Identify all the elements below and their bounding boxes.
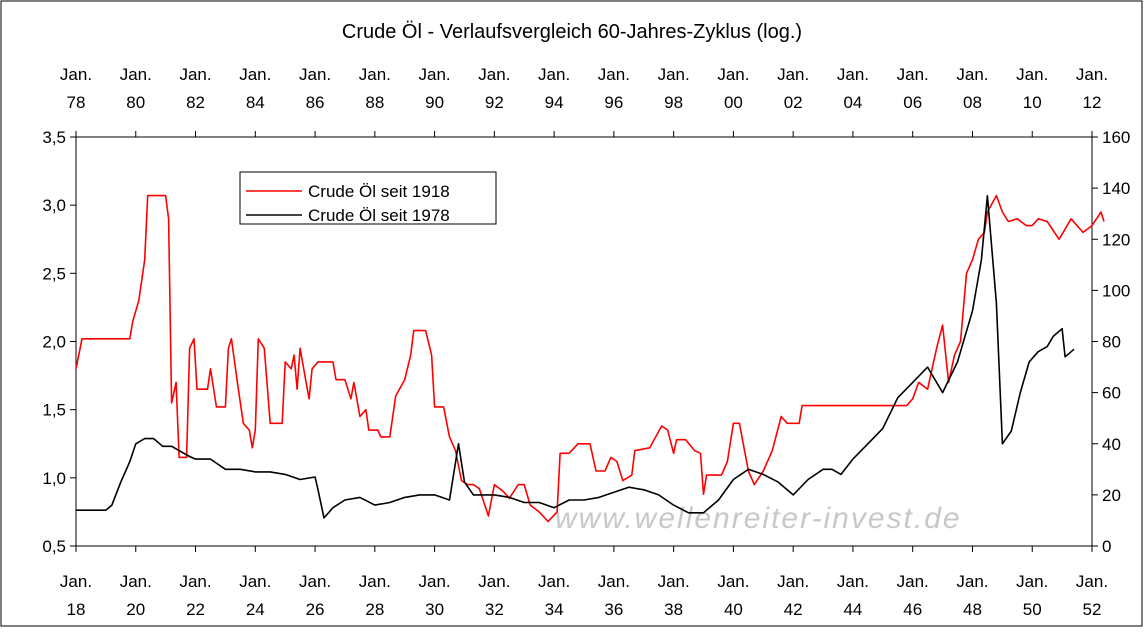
y2-tick-label: 40: [1102, 435, 1121, 454]
y2-tick-label: 0: [1102, 537, 1111, 556]
x-tick-label: Jan. 48: [956, 572, 988, 619]
x-tick-label: Jan. 28: [359, 572, 391, 619]
x2-tick-label: Jan. 92: [478, 65, 510, 112]
x2-tick-label: Jan. 96: [598, 65, 630, 112]
x-tick-label: Jan. 42: [777, 572, 809, 619]
x-tick-label: Jan. 30: [419, 572, 451, 619]
x-tick-label: Jan. 18: [60, 572, 92, 619]
x-tick-label: Jan. 44: [837, 572, 869, 619]
y2-tick-label: 60: [1102, 384, 1121, 403]
y-tick-label: 2,5: [42, 264, 66, 283]
series-line: [75, 194, 1105, 523]
x2-tick-label: Jan. 02: [777, 65, 809, 112]
x-tick-label: Jan. 20: [120, 572, 152, 619]
x2-tick-label: Jan. 00: [717, 65, 749, 112]
x2-tick-label: Jan. 12: [1076, 65, 1108, 112]
x-tick-label: Jan. 24: [239, 572, 271, 619]
x2-tick-label: Jan. 98: [658, 65, 690, 112]
x2-tick-label: Jan. 06: [897, 65, 929, 112]
x2-tick-label: Jan. 94: [538, 65, 570, 112]
series-line: [76, 195, 1075, 519]
x2-tick-label: Jan. 80: [120, 65, 152, 112]
x2-tick-label: Jan. 08: [956, 65, 988, 112]
y-tick-label: 3,5: [42, 128, 66, 147]
x2-tick-label: Jan. 84: [239, 65, 271, 112]
x2-tick-label: Jan. 82: [179, 65, 211, 112]
legend-label: Crude Öl seit 1978: [308, 206, 450, 225]
x-tick-label: Jan. 36: [598, 572, 630, 619]
x2-tick-label: Jan. 78: [60, 65, 92, 112]
x-tick-label: Jan. 32: [478, 572, 510, 619]
x2-tick-label: Jan. 86: [299, 65, 331, 112]
x-tick-label: Jan. 34: [538, 572, 570, 619]
chart-title: Crude Öl - Verlaufsvergleich 60-Jahres-Z…: [342, 21, 802, 43]
y-tick-label: 1,0: [42, 469, 66, 488]
x2-tick-label: Jan. 90: [419, 65, 451, 112]
x-tick-label: Jan. 52: [1076, 572, 1108, 619]
x-tick-label: Jan. 46: [897, 572, 929, 619]
x-tick-label: Jan. 26: [299, 572, 331, 619]
y-tick-label: 2,0: [42, 333, 66, 352]
x2-tick-label: Jan. 10: [1016, 65, 1048, 112]
y2-tick-label: 20: [1102, 486, 1121, 505]
x-tick-label: Jan. 40: [717, 572, 749, 619]
x-tick-label: Jan. 22: [179, 572, 211, 619]
x-tick-label: Jan. 38: [658, 572, 690, 619]
y2-tick-label: 100: [1102, 281, 1130, 300]
y2-tick-label: 120: [1102, 230, 1130, 249]
y2-tick-label: 140: [1102, 179, 1130, 198]
x2-tick-label: Jan. 04: [837, 65, 869, 112]
y2-tick-label: 160: [1102, 128, 1130, 147]
x2-tick-label: Jan. 88: [359, 65, 391, 112]
legend-label: Crude Öl seit 1918: [308, 182, 450, 201]
y-tick-label: 3,0: [42, 196, 66, 215]
x-tick-label: Jan. 50: [1016, 572, 1048, 619]
y-tick-label: 1,5: [42, 401, 66, 420]
y2-tick-label: 80: [1102, 333, 1121, 352]
watermark: www.wellenreiter-invest.de: [555, 502, 962, 535]
y-tick-label: 0,5: [42, 537, 66, 556]
